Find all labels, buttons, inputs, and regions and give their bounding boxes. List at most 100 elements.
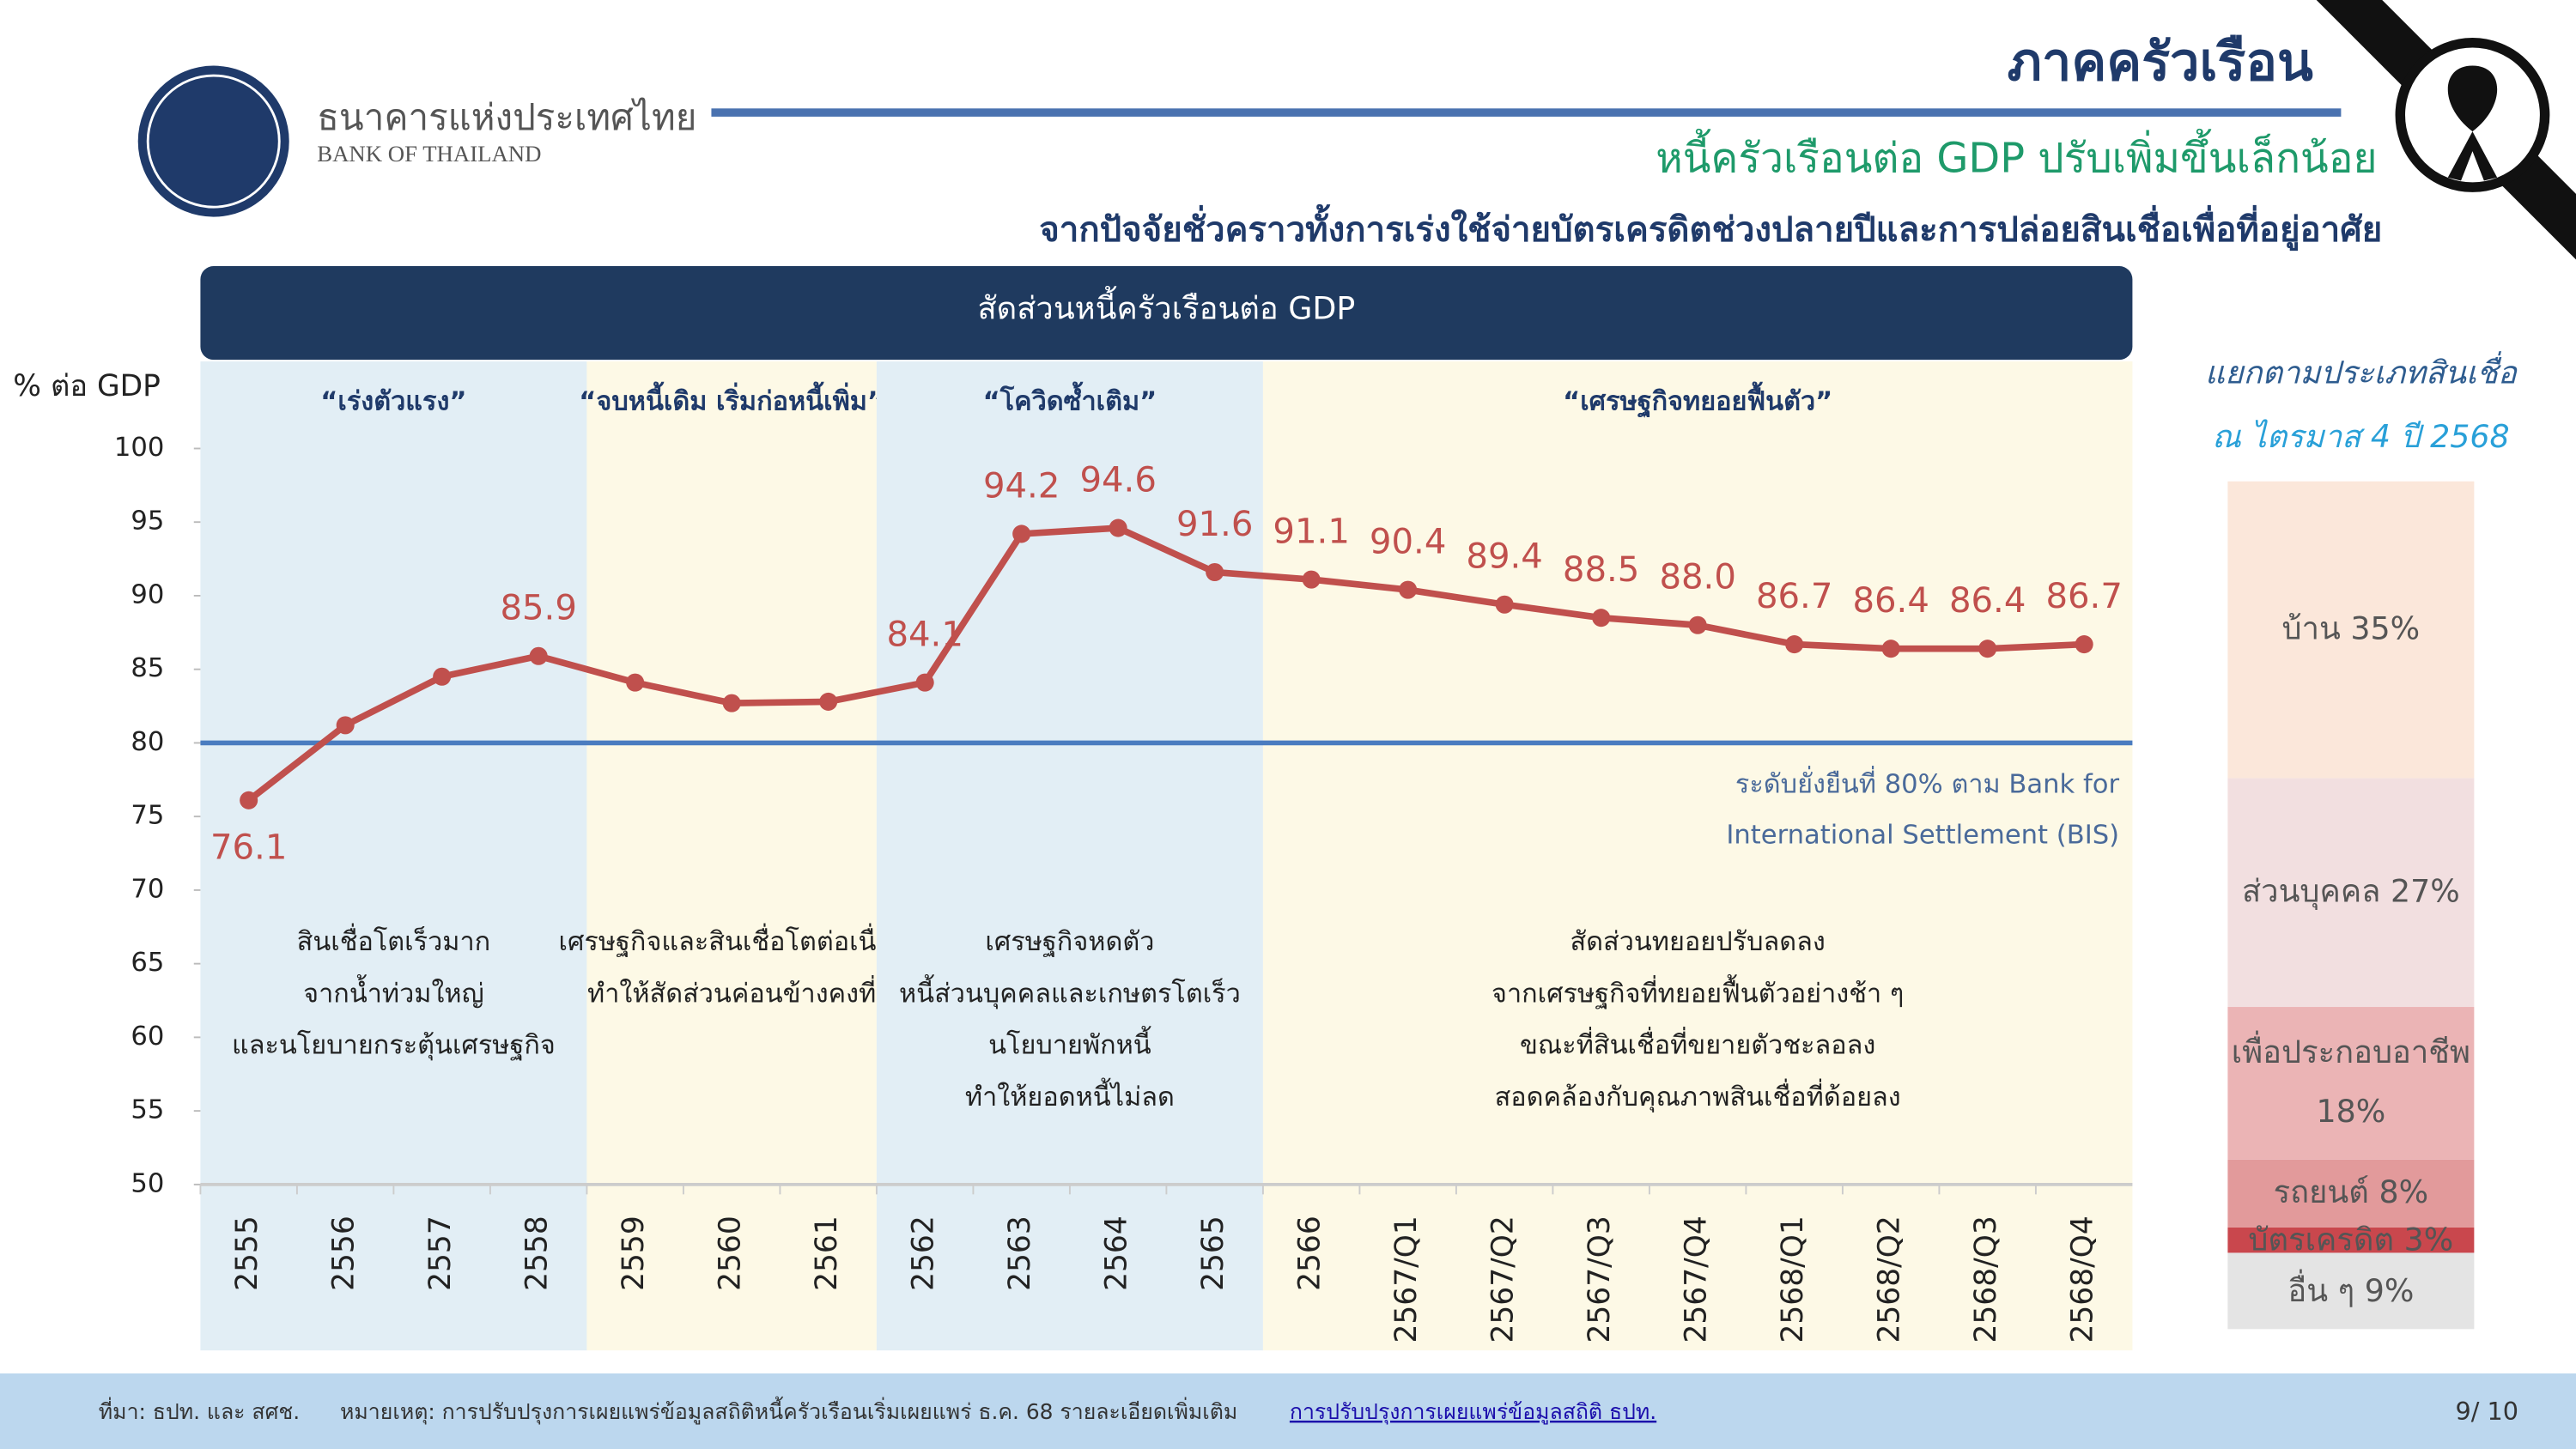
- subtitle-2: จากปัจจัยชั่วคราวทั้งการเร่งใช้จ่ายบัตรเ…: [1039, 204, 2382, 252]
- stack-label-box: บัตรเครดิต 3%: [2248, 1222, 2454, 1258]
- data-label: 94.2: [983, 466, 1060, 506]
- footer-link[interactable]: การปรับปรุงการเผยแพร่ข้อมูลสถิติ ธปท.: [1290, 1399, 1656, 1425]
- data-label: 85.9: [500, 589, 576, 628]
- phase-description: ทำให้สัดส่วนค่อนข้างคงที่: [587, 974, 876, 1009]
- phase-title: “เศรษฐกิจทยอยฟื้นตัว”: [1563, 381, 1832, 418]
- data-label: 86.4: [1852, 581, 1929, 621]
- x-tick-label: 2567/Q1: [1389, 1216, 1424, 1343]
- ribbon: [2447, 65, 2498, 181]
- x-tick-label: 2568/Q1: [1776, 1216, 1810, 1343]
- stack-label-box: บ้าน 35%: [2281, 611, 2421, 648]
- phase-title: “จบหนี้เดิม เริ่มก่อหนี้เพิ่ม”: [579, 381, 884, 416]
- data-point: [433, 667, 452, 686]
- stack-label-box: เพื่อประกอบอาชีพ 18%: [2231, 1035, 2470, 1131]
- phase-band: [1262, 361, 2133, 1351]
- data-point: [1012, 524, 1031, 543]
- x-tick-label: 2567/Q4: [1680, 1216, 1714, 1343]
- stack-label: บัตรเครดิต 3%: [2248, 1222, 2454, 1258]
- phase-description: สอดคล้องกับคุณภาพสินเชื่อที่ด้อยลง: [1495, 1078, 1901, 1113]
- x-tick-label: 2559: [617, 1216, 651, 1291]
- x-tick-label: 2567/Q2: [1486, 1216, 1521, 1343]
- data-point: [1785, 635, 1804, 654]
- data-point: [722, 694, 741, 712]
- page-title: ภาคครัวเรือน: [2008, 32, 2313, 93]
- data-label: 91.1: [1273, 512, 1349, 552]
- data-line: [246, 524, 2085, 803]
- stack-segment: [2227, 481, 2475, 779]
- data-label: 88.5: [1563, 550, 1639, 590]
- phase-title: “เร่งตัวแรง”: [320, 386, 466, 416]
- x-tick-label: 2558: [520, 1216, 555, 1291]
- logo: [137, 65, 289, 217]
- stack-segment: [2227, 778, 2475, 1008]
- stack-label-box: อื่น ๆ 9%: [2287, 1272, 2415, 1309]
- reference-label: International Settlement (BIS): [1726, 821, 2119, 851]
- y-tick-label: 85: [131, 653, 164, 683]
- data-label: 94.6: [1079, 460, 1156, 500]
- data-point: [819, 692, 838, 711]
- stack-label: เพื่อประกอบอาชีพ 18%: [2231, 1035, 2470, 1131]
- data-label: 90.4: [1370, 523, 1446, 562]
- footer-bar: [0, 1373, 2576, 1449]
- x-tick-label: 2568/Q3: [1969, 1216, 2003, 1343]
- y-tick-label: 90: [131, 579, 164, 609]
- stack-label-box: รถยนต์ 8%: [2274, 1175, 2429, 1211]
- chart-title-bar: [200, 266, 2133, 361]
- phase-description: ทำให้ยอดหนี้ไม่ลด: [965, 1077, 1175, 1113]
- data-point: [1688, 615, 1707, 634]
- x-tick-label: 2565: [1196, 1216, 1230, 1291]
- data-point: [2075, 635, 2093, 654]
- data-label: 84.1: [886, 615, 963, 655]
- data-label: 91.6: [1176, 505, 1253, 544]
- org-name-th: ธนาคารแห่งประเทศไทย: [317, 96, 696, 138]
- stack-segment: [2227, 1227, 2475, 1253]
- footer-source: ที่มา: ธปท. และ สศช.: [99, 1397, 300, 1424]
- data-label: 88.0: [1659, 558, 1735, 597]
- data-label: 86.7: [2045, 577, 2122, 616]
- stack-title: แยกตามประเภทสินเชื่อ: [2205, 350, 2518, 391]
- data-label: 86.7: [1756, 577, 1832, 616]
- phase-description: สัดส่วนทยอยปรับลดลง: [1570, 927, 1825, 957]
- stack-label: อื่น ๆ 9%: [2287, 1272, 2415, 1309]
- x-tick-label: 2564: [1100, 1216, 1134, 1291]
- phase-title: “โควิดซ้ำเติม”: [983, 381, 1157, 416]
- data-point: [240, 791, 258, 809]
- x-tick-label: 2560: [714, 1216, 748, 1291]
- y-tick-label: 50: [131, 1168, 164, 1198]
- subtitle: หนี้ครัวเรือนต่อ GDP ปรับเพิ่มขึ้นเล็กน้…: [1656, 129, 2377, 183]
- x-tick-label: 2556: [327, 1216, 361, 1291]
- data-point: [1399, 580, 1418, 599]
- x-tick-label: 2562: [907, 1216, 941, 1291]
- phase-description: เศรษฐกิจหดตัว: [985, 927, 1154, 957]
- data-point: [915, 673, 934, 692]
- y-tick-label: 60: [131, 1022, 164, 1052]
- stack-label-box: ส่วนบุคคล 27%: [2242, 875, 2460, 911]
- y-tick-label: 65: [131, 948, 164, 978]
- phase-description: และนโยบายกระตุ้นเศรษฐกิจ: [232, 1030, 556, 1062]
- stack-label: บ้าน 35%: [2281, 611, 2421, 648]
- data-point: [529, 646, 548, 665]
- footer-note: หมายเหตุ: การปรับปรุงการเผยแพร่ข้อมูลสถิ…: [340, 1397, 1237, 1425]
- logo-ring: [146, 74, 281, 209]
- stack-segment: [2227, 1159, 2475, 1228]
- y-tick-label: 80: [131, 727, 164, 757]
- data-label: 86.4: [1949, 581, 2026, 621]
- phase-band: [586, 361, 877, 1351]
- line-chart: “เร่งตัวแรง” สินเชื่อโตเร็วมากจากน้ำท่วมใ…: [13, 266, 2133, 1351]
- y-axis-label: % ต่อ GDP: [13, 369, 161, 403]
- data-point: [1206, 562, 1224, 582]
- data-label: 76.1: [210, 828, 287, 868]
- x-tick-label: 2555: [230, 1216, 264, 1291]
- header-rule: [711, 108, 2342, 117]
- phase-description: นโยบายพักหนี้: [988, 1026, 1151, 1061]
- phase-description: จากเศรษฐกิจที่ทยอยฟื้นตัวอย่างช้า ๆ: [1492, 973, 1904, 1009]
- stack-title: ณ ไตรมาส 4 ปี 2568: [2212, 418, 2510, 455]
- data-point: [1978, 640, 1997, 658]
- x-tick-label: 2557: [423, 1216, 458, 1291]
- phase-description: เศรษฐกิจและสินเชื่อโตต่อเนื่อง: [559, 923, 905, 957]
- phase-description: ขณะที่สินเชื่อที่ขยายตัวชะลอลง: [1520, 1027, 1875, 1061]
- x-tick-label: 2568/Q4: [2066, 1216, 2100, 1343]
- data-point: [1592, 609, 1611, 627]
